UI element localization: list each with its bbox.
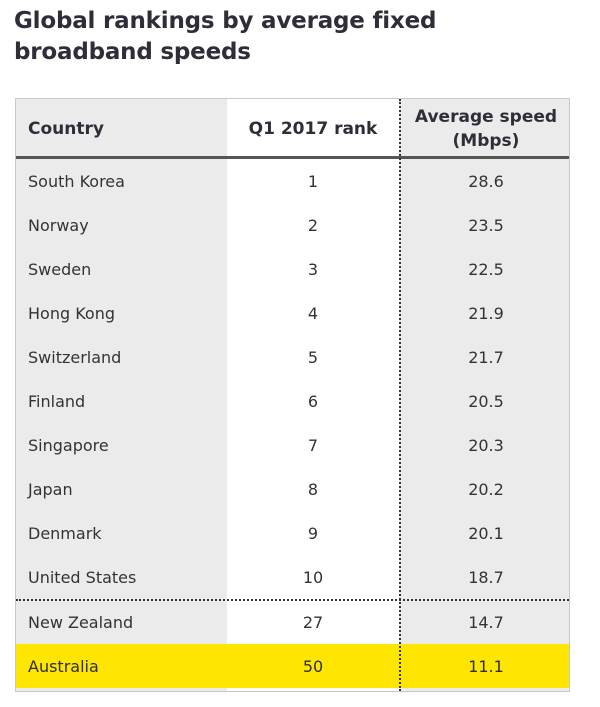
cell-speed: 20.2 <box>468 479 504 499</box>
table-row: Finland 6 20.5 <box>16 379 569 423</box>
table-row: Hong Kong 4 21.9 <box>16 291 569 335</box>
cell-country: Australia <box>28 656 99 676</box>
chart-title: Global rankings by average fixed broadba… <box>14 6 574 68</box>
row-group-divider-dotted <box>16 599 569 601</box>
title-line-1: Global rankings by average fixed <box>14 8 437 34</box>
cell-rank: 3 <box>307 259 319 279</box>
cell-country: New Zealand <box>28 612 134 632</box>
cell-speed: 22.5 <box>468 259 504 279</box>
cell-country: Norway <box>28 215 89 235</box>
cell-rank: 2 <box>307 215 319 235</box>
cell-speed: 21.9 <box>468 303 504 323</box>
table-row: Singapore 7 20.3 <box>16 423 569 467</box>
cell-rank: 50 <box>302 656 324 676</box>
cell-rank: 5 <box>307 347 319 367</box>
cell-country: Singapore <box>28 435 109 455</box>
cell-rank: 10 <box>302 567 324 587</box>
rankings-table: Country Q1 2017 rank Average speed (Mbps… <box>15 98 570 692</box>
title-line-2: broadband speeds <box>14 39 251 65</box>
cell-rank: 8 <box>307 479 319 499</box>
cell-rank: 7 <box>307 435 319 455</box>
cell-rank: 1 <box>307 171 319 191</box>
table-row: Switzerland 5 21.7 <box>16 335 569 379</box>
cell-speed: 23.5 <box>468 215 504 235</box>
header-country: Country <box>28 119 104 139</box>
cell-country: Finland <box>28 391 86 411</box>
cell-country: Japan <box>28 479 73 499</box>
table-row: Japan 8 20.2 <box>16 467 569 511</box>
cell-rank: 4 <box>307 303 319 323</box>
cell-speed: 20.5 <box>468 391 504 411</box>
cell-speed: 21.7 <box>468 347 504 367</box>
cell-speed: 20.3 <box>468 435 504 455</box>
column-divider-dotted <box>399 99 401 691</box>
cell-speed: 11.1 <box>468 656 504 676</box>
header-speed: Average speed (Mbps) <box>401 99 571 159</box>
header-rank: Q1 2017 rank <box>248 119 378 139</box>
cell-speed: 28.6 <box>468 171 504 191</box>
cell-country: Switzerland <box>28 347 122 367</box>
table-row: Norway 2 23.5 <box>16 203 569 247</box>
cell-country: Hong Kong <box>28 303 115 323</box>
cell-country: Sweden <box>28 259 92 279</box>
cell-country: United States <box>28 567 137 587</box>
cell-rank: 9 <box>307 523 319 543</box>
header-speed-line-1: Average speed <box>414 107 558 127</box>
table-row: New Zealand 27 14.7 <box>16 600 569 644</box>
header-speed-line-2: (Mbps) <box>452 131 520 151</box>
cell-speed: 18.7 <box>468 567 504 587</box>
cell-country: Denmark <box>28 523 102 543</box>
table-row-highlighted: Australia 50 11.1 <box>16 644 569 688</box>
cell-speed: 20.1 <box>468 523 504 543</box>
table-header: Country Q1 2017 rank Average speed (Mbps… <box>16 99 569 159</box>
cell-rank: 6 <box>307 391 319 411</box>
rank-column-background <box>227 99 399 691</box>
table-row: United States 10 18.7 <box>16 555 569 599</box>
cell-rank: 27 <box>302 612 324 632</box>
cell-speed: 14.7 <box>468 612 504 632</box>
table-row: Sweden 3 22.5 <box>16 247 569 291</box>
table-row: Denmark 9 20.1 <box>16 511 569 555</box>
table-row: South Korea 1 28.6 <box>16 159 569 203</box>
cell-country: South Korea <box>28 171 125 191</box>
